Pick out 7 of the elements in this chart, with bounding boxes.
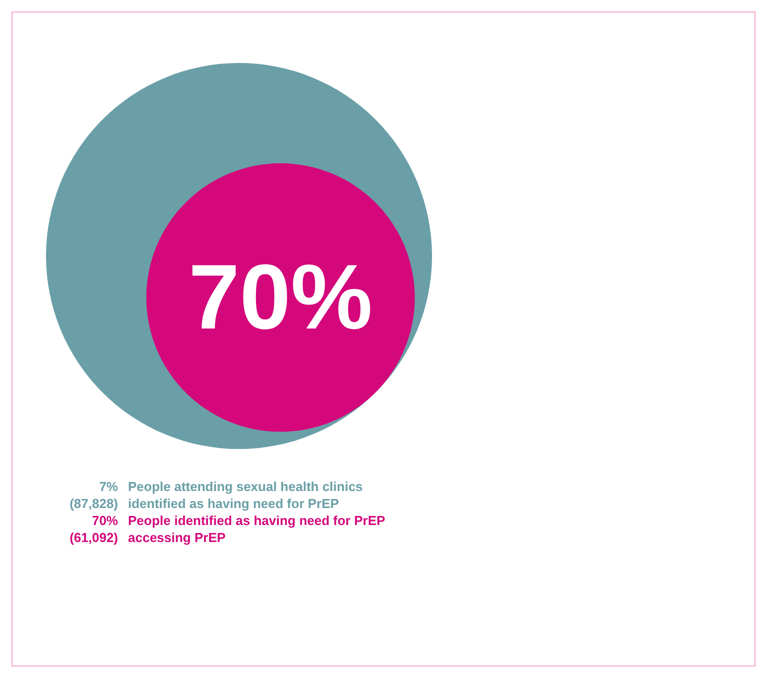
text: 70%: [92, 513, 118, 528]
data-label: (61,092): [70, 530, 118, 545]
category-label: People attending sexual health clinics identified as having need for PrEP: [128, 479, 363, 511]
data-label: (87,828): [70, 496, 118, 511]
text: 70%: [188, 246, 373, 349]
text: 7%: [99, 479, 118, 494]
category-label: People identified as having need for PrEP accessing PrEP: [128, 513, 386, 545]
